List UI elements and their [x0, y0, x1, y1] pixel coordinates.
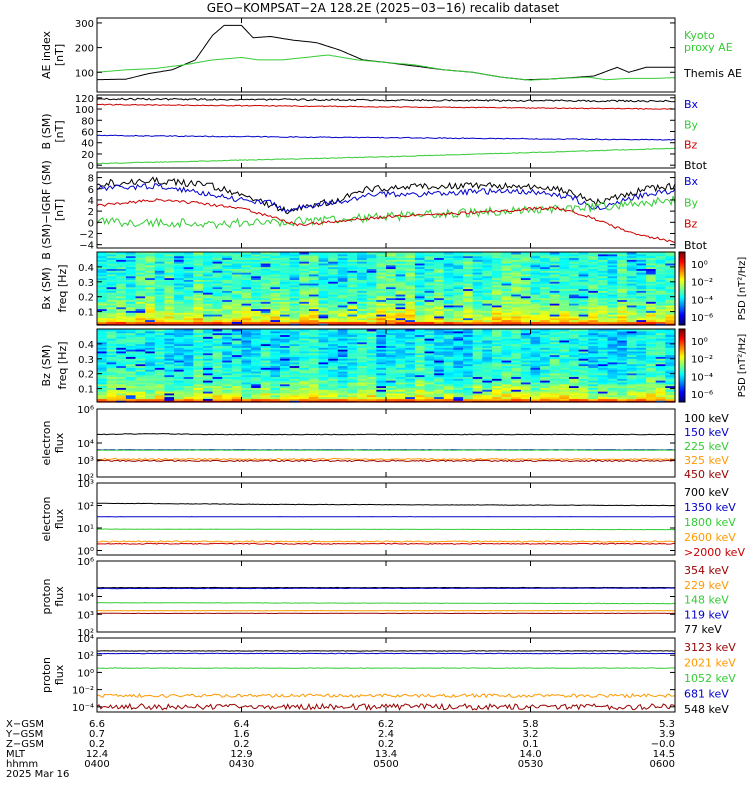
- legend-entry: Bx: [684, 98, 699, 111]
- y-tick-label: 6: [88, 185, 94, 196]
- y-tick-label: −2: [79, 229, 94, 240]
- colorbar-label: 10⁻⁴: [691, 295, 713, 306]
- series-line-bz: [97, 104, 675, 109]
- y-tick-label: 120: [75, 94, 94, 105]
- y-tick-label: 80: [81, 116, 94, 127]
- y-tick-label: 2: [88, 207, 94, 218]
- y-tick-label: 100: [75, 105, 94, 116]
- series-line-by: [97, 148, 675, 164]
- panel-frame: [97, 172, 675, 248]
- y-axis-label: [nT]: [53, 44, 66, 66]
- spectrogram-cells: [97, 329, 676, 403]
- legend-entry: Themis AE: [683, 67, 742, 80]
- legend-entry: By: [684, 196, 699, 209]
- colorbar-label: 10⁻²: [691, 278, 713, 289]
- y-tick-label: 0.3: [78, 278, 94, 289]
- series-line-bx: [97, 184, 675, 212]
- y-axis-label: [nT]: [53, 199, 66, 221]
- legend-entry: Btot: [684, 239, 708, 252]
- legend: Bx By Bz Btot: [684, 98, 708, 172]
- y-axis-label: Bx (SM): [40, 267, 53, 310]
- legend-entry: Bx: [684, 175, 699, 188]
- y-axis: 300 200 100 AE index[nT]: [40, 18, 675, 92]
- y-tick-label: 0.2: [78, 293, 94, 304]
- series-line-bx: [97, 135, 675, 140]
- y-tick-label: 60: [81, 128, 94, 139]
- y-tick-label: 0.4: [78, 263, 94, 274]
- y-axis-label: freq [Hz]: [56, 264, 69, 312]
- y-tick-label: 40: [81, 139, 94, 150]
- y-tick-label: 0.1: [78, 308, 94, 319]
- colorbar-label: 10⁻⁶: [691, 313, 713, 324]
- series-group: [97, 177, 675, 242]
- legend-entry: By: [684, 118, 699, 131]
- legend-entry: Btot: [684, 159, 708, 172]
- series-group: [97, 25, 675, 80]
- y-tick-label: 0: [88, 218, 94, 229]
- y-axis-label: [nT]: [53, 120, 66, 142]
- spectrogram-cells: [97, 252, 676, 326]
- y-axis-label: AE index: [40, 30, 53, 79]
- colorbar: 10⁰ 10⁻² 10⁻⁴ 10⁻⁶ PSD [nT²/Hz]: [679, 252, 748, 326]
- y-tick-label: −4: [79, 241, 94, 252]
- colorbar-title: PSD [nT²/Hz]: [737, 257, 748, 321]
- panel-frame: [97, 18, 675, 92]
- panel-bx_spec: 10⁰ 10⁻² 10⁻⁴ 10⁻⁶ PSD [nT²/Hz] 0.4 0.3 0.2 0.1 B…: [40, 252, 748, 326]
- y-tick-label: 4: [88, 196, 94, 207]
- series-line-themis-ae: [97, 25, 675, 79]
- chart-title: GEO−KOMPSAT−2A 128.2E (2025−03−16) recal…: [207, 1, 560, 15]
- legend-entry: Bz: [684, 218, 698, 231]
- colorbar-label: 10⁰: [691, 260, 708, 271]
- y-tick-label: 300: [75, 19, 94, 30]
- y-tick-label: 8: [88, 174, 94, 185]
- legend-entry: Bz: [684, 139, 698, 152]
- y-axis-label: B (SM)−IGRF (SM): [40, 160, 53, 260]
- y-tick-label: 0: [88, 161, 94, 172]
- y-tick-label: 20: [81, 150, 94, 161]
- legend: Bx By Bz Btot: [684, 175, 708, 252]
- legend-entry: proxy AE: [684, 41, 733, 54]
- y-tick-label: 100: [75, 68, 94, 79]
- y-axis-label: B (SM): [40, 113, 53, 149]
- y-tick-label: 200: [75, 44, 94, 55]
- series-group: [97, 98, 675, 164]
